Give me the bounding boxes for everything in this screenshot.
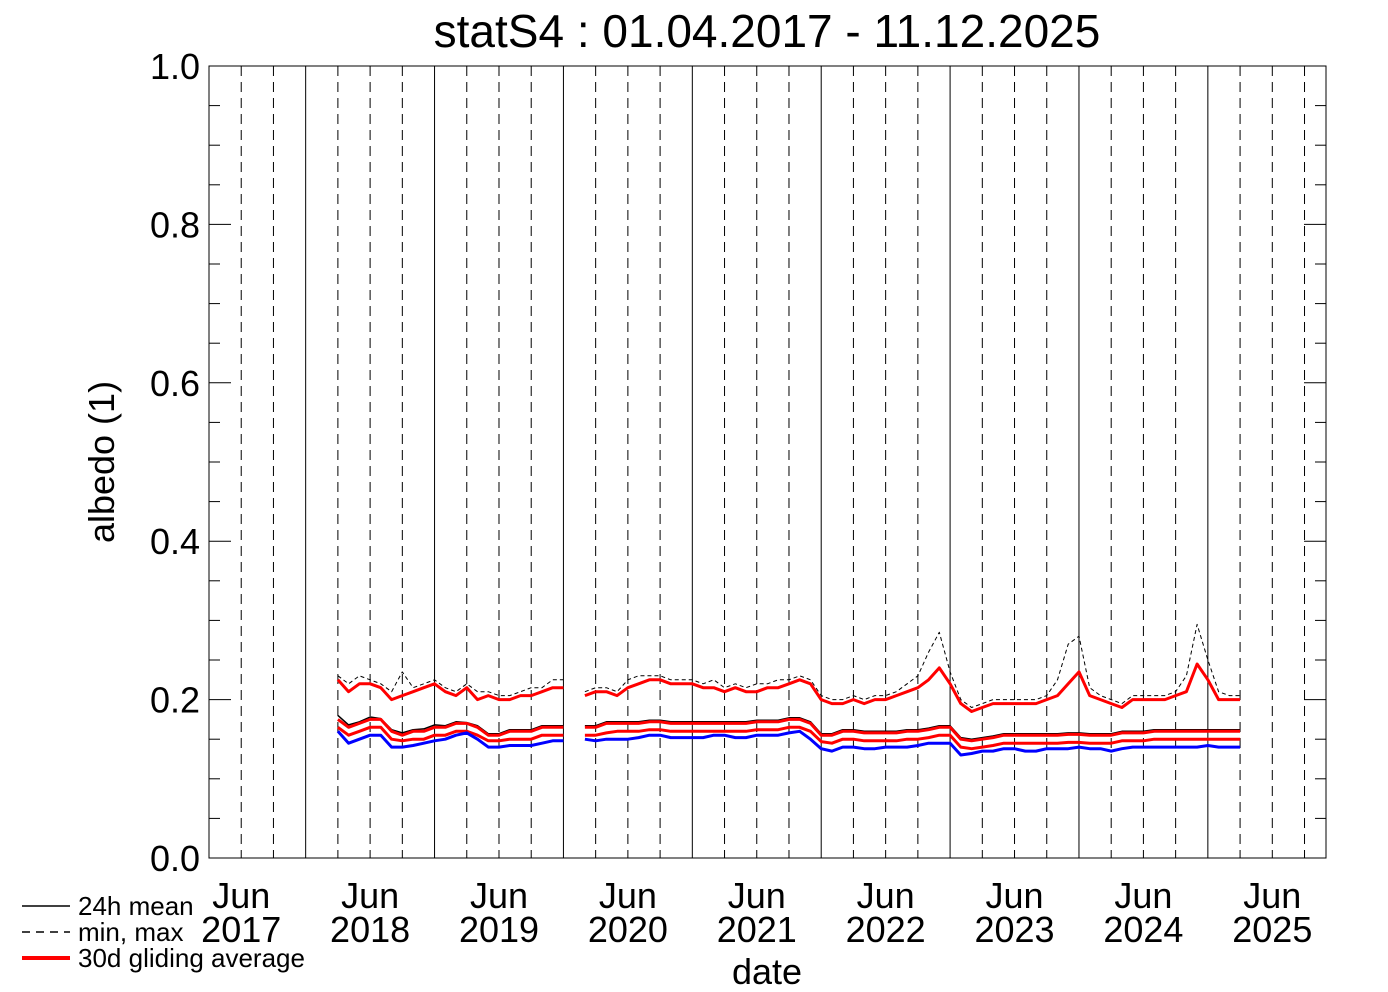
x-tick-label: 2022 (846, 909, 926, 950)
x-tick-label: Jun (728, 875, 786, 916)
series-line (584, 662, 1241, 713)
legend-label: 30d gliding average (78, 943, 305, 973)
x-tick-label: 2020 (588, 909, 668, 950)
x-tick-label: Jun (1243, 875, 1301, 916)
y-axis-label: albedo (1) (81, 381, 122, 543)
plot-frame (208, 65, 1327, 859)
x-axis-label: date (732, 951, 802, 992)
series-line (584, 729, 1241, 757)
x-tick-label: 2017 (201, 909, 281, 950)
series-line (336, 730, 564, 749)
y-tick-label: 1.0 (150, 46, 200, 87)
series-line (337, 671, 564, 697)
series-line (584, 717, 1241, 743)
y-tick-label: 0.6 (150, 363, 200, 404)
x-tick-label: Jun (1114, 875, 1172, 916)
y-tick-label: 0.0 (150, 838, 200, 879)
series-line (584, 623, 1241, 708)
y-tick-label: 0.2 (150, 680, 200, 721)
y-tick-label: 0.8 (150, 204, 200, 245)
series-line (337, 714, 564, 735)
x-tick-label: 2018 (330, 909, 410, 950)
x-tick-label: Jun (341, 875, 399, 916)
x-tick-label: 2024 (1103, 909, 1183, 950)
legend-label: 24h mean (78, 891, 194, 921)
series-line (584, 725, 1241, 751)
series-line (337, 717, 564, 737)
x-tick-label: Jun (599, 875, 657, 916)
legend-label: min, max (78, 917, 183, 947)
series-line (337, 725, 564, 743)
y-tick-label: 0.4 (150, 521, 200, 562)
x-tick-label: Jun (857, 875, 915, 916)
series-line (336, 678, 564, 702)
x-tick-label: Jun (986, 875, 1044, 916)
x-tick-label: 2025 (1232, 909, 1312, 950)
x-tick-label: Jun (470, 875, 528, 916)
x-tick-label: 2021 (717, 909, 797, 950)
series-line (584, 717, 1241, 740)
x-tick-label: 2019 (459, 909, 539, 950)
x-tick-label: 2023 (974, 909, 1054, 950)
chart-title: statS4 : 01.04.2017 - 11.12.2025 (434, 5, 1101, 57)
x-tick-label: Jun (212, 875, 270, 916)
